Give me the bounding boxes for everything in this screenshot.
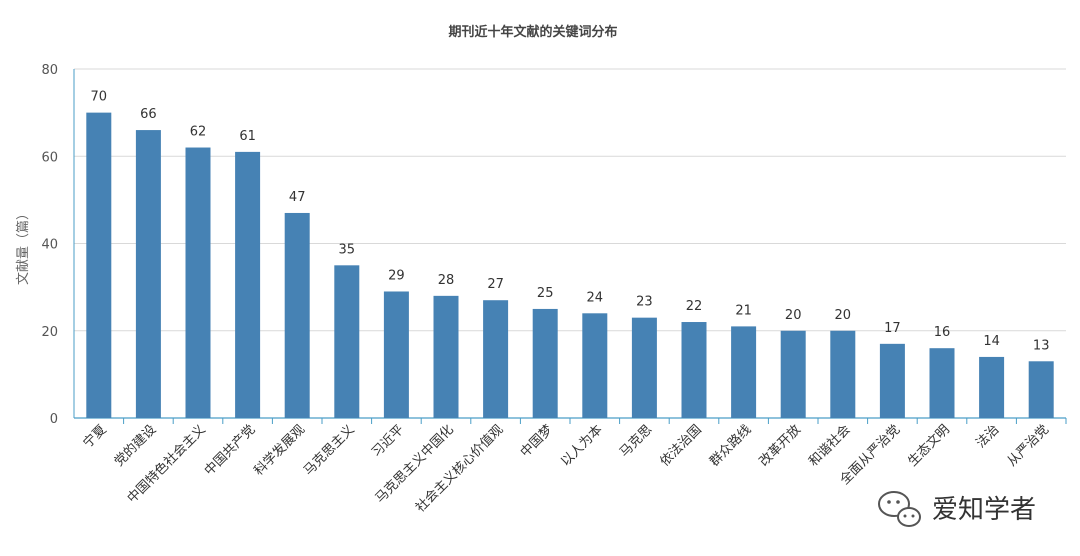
- bar-value-label: 20: [785, 308, 802, 323]
- value-labels: 70 66 62 61 47 35 29 28 27 25 24 23 22 21 20 20 17 16 14 13: [91, 90, 1050, 354]
- x-tick-label: 马克思主义: [301, 422, 358, 479]
- bar: [731, 326, 757, 418]
- bar: [284, 212, 310, 418]
- bar-value-label: 25: [537, 286, 554, 301]
- x-tick-label: 党的建设: [111, 422, 159, 470]
- bar: [830, 330, 856, 418]
- bar: [681, 322, 707, 418]
- bars: [86, 112, 1054, 418]
- y-tick-label: 20: [41, 325, 58, 340]
- bar: [86, 112, 112, 418]
- y-tick-label: 80: [41, 63, 58, 78]
- bar: [235, 151, 261, 418]
- x-tick-label: 生态文明: [905, 422, 952, 469]
- x-tick-label: 社会主义核心价值观: [412, 422, 506, 516]
- bar-value-label: 23: [636, 295, 653, 310]
- bar: [879, 343, 905, 418]
- x-tick-label: 改革开放: [757, 422, 804, 469]
- bar: [383, 291, 409, 418]
- bar: [433, 295, 459, 418]
- x-tick-label: 和谐社会: [806, 422, 854, 470]
- y-tick-label: 40: [41, 238, 58, 253]
- y-axis-label: 文献量（篇）: [16, 207, 31, 285]
- bar: [532, 308, 558, 418]
- y-tick-label: 0: [50, 412, 58, 427]
- bar-value-label: 29: [388, 268, 405, 283]
- bar-value-label: 70: [91, 90, 108, 105]
- bar-value-label: 13: [1033, 338, 1050, 353]
- bar: [582, 313, 608, 418]
- x-tick-label: 中国梦: [518, 422, 556, 460]
- x-tick-label: 马克思: [617, 422, 655, 460]
- watermark: 爱知学者: [878, 491, 1036, 527]
- x-tick-label: 以人为本: [558, 422, 605, 469]
- bar-value-label: 35: [339, 242, 356, 257]
- bar: [483, 300, 509, 418]
- bar-value-label: 22: [686, 299, 703, 314]
- bar-value-label: 28: [438, 273, 455, 288]
- bar: [1028, 361, 1054, 418]
- bar: [135, 130, 161, 418]
- bar-value-label: 62: [190, 125, 207, 140]
- bar-value-label: 16: [934, 325, 951, 340]
- y-axis: 0 20 40 60 80: [41, 63, 75, 427]
- bar-value-label: 47: [289, 190, 306, 205]
- bar: [929, 348, 955, 418]
- bar: [185, 147, 211, 418]
- x-axis: [74, 417, 1067, 424]
- bar-value-label: 24: [587, 290, 604, 305]
- grid-lines: [74, 68, 1066, 332]
- bar-value-label: 20: [835, 308, 852, 323]
- bar-value-label: 66: [140, 107, 157, 122]
- x-tick-label: 科学发展观: [251, 422, 308, 479]
- bar-value-label: 17: [884, 321, 901, 336]
- bar: [334, 265, 360, 418]
- bar-value-label: 21: [735, 303, 752, 318]
- x-tick-label: 法治: [973, 422, 1002, 451]
- bar-value-label: 61: [239, 129, 256, 144]
- chart-title: 期刊近十年文献的关键词分布: [448, 24, 617, 40]
- y-tick-label: 60: [41, 150, 58, 165]
- x-tick-label: 中国共产党: [202, 422, 259, 479]
- wechat-icon: [878, 491, 921, 527]
- bar-value-label: 14: [983, 334, 1000, 349]
- bar: [979, 356, 1005, 418]
- bar: [631, 317, 657, 418]
- x-tick-label: 群众路线: [706, 422, 754, 470]
- x-tick-label: 宁夏: [80, 422, 110, 452]
- x-tick-label: 依法治国: [657, 422, 704, 469]
- watermark-text: 爱知学者: [932, 495, 1036, 525]
- bar: [780, 330, 806, 418]
- x-tick-label: 习近平: [369, 422, 407, 460]
- x-tick-label: 从严治党: [1005, 422, 1052, 469]
- bar-value-label: 27: [487, 277, 504, 292]
